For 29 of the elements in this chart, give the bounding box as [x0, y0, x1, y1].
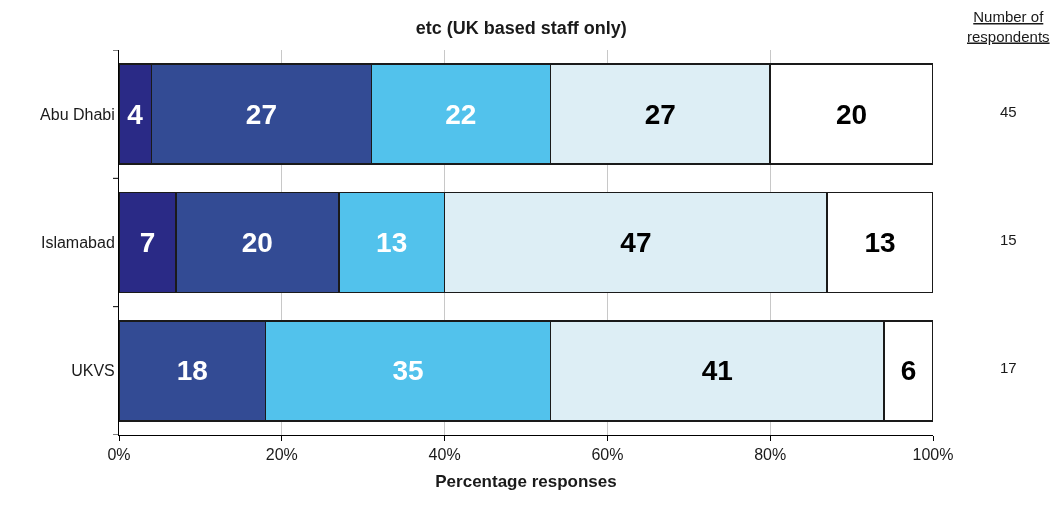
y-tick-label: UKVS — [71, 362, 115, 380]
data-label: 27 — [644, 98, 676, 130]
data-label: 20 — [836, 98, 868, 130]
data-label: 20 — [241, 227, 273, 258]
text: Number of respondents — [967, 8, 1050, 45]
data-label: 13 — [376, 227, 408, 258]
x-tick-label: 80% — [754, 446, 787, 464]
data-label: 7 — [139, 227, 156, 258]
data-label: 6 — [900, 355, 917, 387]
x-tick-label: 20% — [265, 446, 298, 464]
data-label: 13 — [864, 227, 896, 258]
y-tick-label: Islamabad — [40, 234, 115, 252]
data-label: 47 — [620, 227, 652, 258]
data-label: 4 — [127, 98, 144, 130]
text: 17 — [1000, 359, 1017, 376]
data-label: 41 — [701, 355, 733, 387]
data-label: 27 — [245, 98, 278, 130]
x-tick-label: 60% — [591, 446, 624, 464]
chart-title: etc (UK based staff only) — [415, 18, 627, 39]
data-label: 35 — [392, 355, 424, 387]
data-label: 22 — [445, 98, 477, 130]
x-tick-label: 40% — [428, 446, 461, 464]
text: 45 — [1000, 103, 1017, 120]
x-tick-label: 100% — [912, 446, 954, 464]
y-tick-label: Abu Dhabi — [40, 105, 115, 123]
data-label: 18 — [176, 355, 208, 387]
x-tick-label: 0% — [107, 446, 131, 464]
text: 15 — [1000, 231, 1017, 248]
x-axis-title: Percentage responses — [435, 471, 617, 491]
